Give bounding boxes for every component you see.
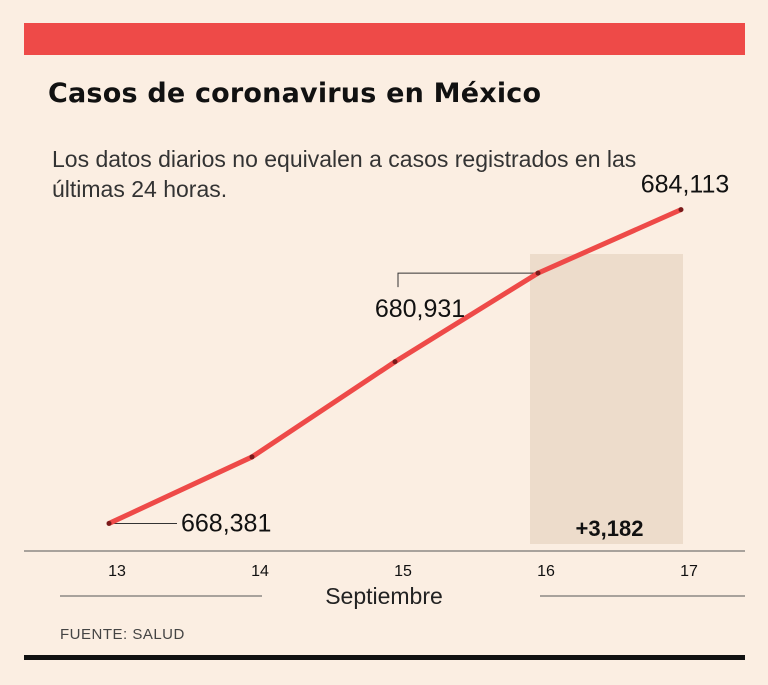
callout-line (397, 272, 538, 288)
data-point (249, 454, 255, 460)
data-label: 680,931 (375, 295, 465, 323)
data-point (392, 359, 398, 365)
source-note: FUENTE: SALUD (60, 626, 185, 643)
data-label: 668,381 (181, 509, 271, 537)
data-point (678, 207, 684, 213)
chart-title: Casos de coronavirus en México (48, 78, 542, 109)
x-tick-label: 13 (108, 563, 126, 580)
x-tick-label: 15 (394, 563, 412, 580)
x-tick-label: 17 (680, 563, 698, 580)
highlight-label: +3,182 (576, 516, 644, 541)
x-axis-title: Septiembre (325, 583, 443, 609)
chart-subtitle: Los datos diarios no equivalen a casos r… (52, 146, 637, 202)
data-point (535, 270, 541, 276)
bottom-rule (24, 655, 745, 660)
highlight-band (530, 254, 683, 544)
data-point (106, 520, 112, 526)
top-accent-bar (24, 23, 745, 55)
x-tick-label: 14 (251, 563, 269, 580)
data-label: 684,113 (641, 171, 730, 199)
x-tick-label: 16 (537, 563, 555, 580)
